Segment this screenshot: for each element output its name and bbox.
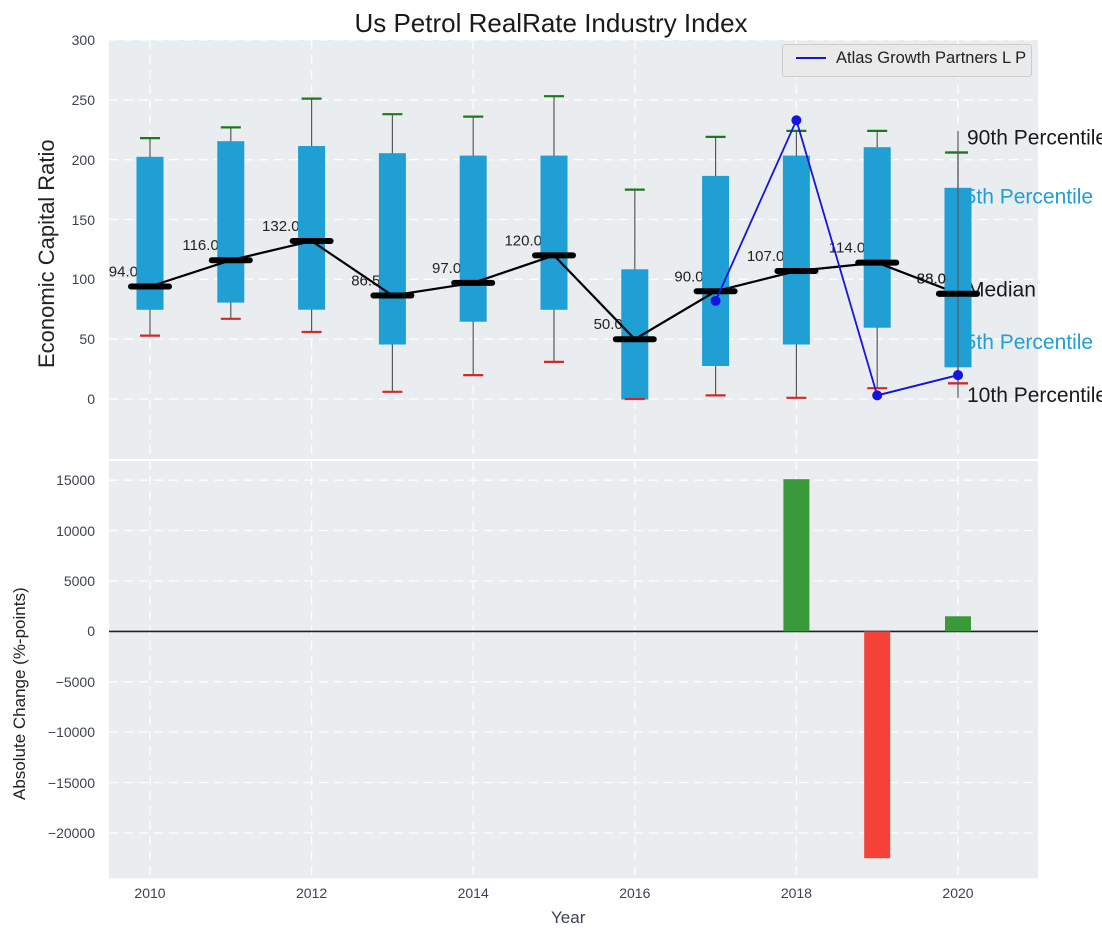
svg-text:50.0: 50.0 <box>594 316 623 333</box>
svg-text:90th Percentile: 90th Percentile <box>967 126 1102 149</box>
svg-text:132.0: 132.0 <box>262 218 300 235</box>
svg-text:97.0: 97.0 <box>432 260 461 277</box>
svg-text:120.0: 120.0 <box>504 232 542 249</box>
svg-text:94.0: 94.0 <box>109 264 138 281</box>
svg-text:Median: Median <box>967 278 1036 301</box>
svg-text:90.0: 90.0 <box>674 268 703 285</box>
svg-text:116.0: 116.0 <box>182 237 218 254</box>
svg-text:107.0: 107.0 <box>747 248 785 265</box>
svg-text:86.5: 86.5 <box>351 273 380 290</box>
svg-text:75th Percentile: 75th Percentile <box>953 186 1093 209</box>
svg-text:25th Percentile: 25th Percentile <box>953 331 1093 354</box>
svg-text:10th Percentile: 10th Percentile <box>967 384 1102 407</box>
svg-text:88.0: 88.0 <box>917 271 946 288</box>
